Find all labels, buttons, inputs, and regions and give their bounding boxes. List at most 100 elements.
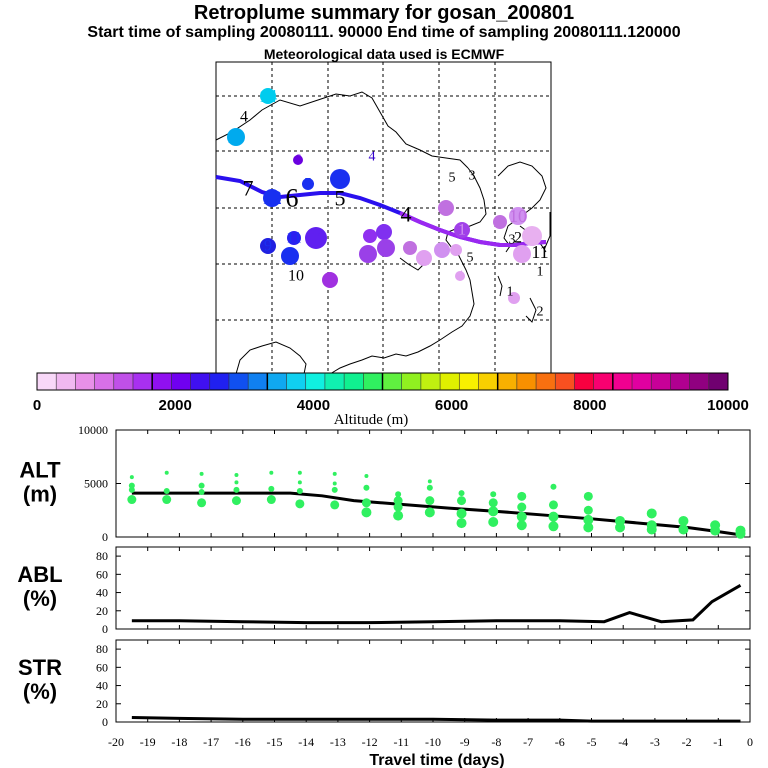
altitude-cluster-point <box>710 520 721 531</box>
colorbar-swatch <box>75 373 96 390</box>
plume-cluster-dot <box>509 207 527 225</box>
altitude-cluster-point <box>488 517 499 528</box>
altitude-cluster-point <box>129 475 134 480</box>
colorbar-swatch <box>363 373 383 390</box>
plume-cluster-dot <box>454 222 470 238</box>
map-day-label: 6 <box>286 184 299 213</box>
x-tick-label: -3 <box>650 735 660 749</box>
plume-cluster-dot <box>359 245 377 263</box>
plume-cluster-dot <box>376 224 392 240</box>
x-tick-label: -16 <box>235 735 251 749</box>
plume-cluster-dot <box>450 244 462 256</box>
colorbar-swatch <box>516 373 537 390</box>
altitude-cluster-point <box>646 508 657 519</box>
colorbar-swatch <box>708 373 729 390</box>
map-day-label: 6 <box>381 225 388 240</box>
altitude-cluster-point <box>332 471 337 476</box>
series-line <box>131 491 741 537</box>
map-day-label: 6 <box>295 153 302 168</box>
colorbar-swatch <box>267 373 288 390</box>
altitude-cluster-point <box>517 502 527 512</box>
altitude-cluster-point <box>162 495 172 505</box>
x-tick-label: -2 <box>682 735 692 749</box>
altitude-cluster-point <box>646 520 657 531</box>
colorbar-swatch <box>440 373 460 390</box>
map-day-label: 9 <box>264 238 272 255</box>
altitude-cluster-point <box>457 496 467 506</box>
altitude-cluster-point <box>128 486 135 493</box>
map-day-label: 3 <box>509 233 516 248</box>
plume-cluster-dot <box>508 292 520 304</box>
plume-cluster-dot <box>513 245 531 263</box>
y-axis-label: ALT <box>19 458 61 483</box>
plume-cluster-dot <box>493 215 507 229</box>
map-day-label: 1 <box>537 265 544 280</box>
series-line <box>131 583 742 625</box>
met-data-source: Meteorological data used is ECMWF <box>263 46 505 62</box>
y-tick-label: 0 <box>102 715 108 729</box>
y-tick-label: 40 <box>96 586 108 600</box>
map-day-label: 6 <box>327 273 334 288</box>
colorbar-swatch <box>228 373 249 390</box>
colorbar-swatch <box>555 373 575 390</box>
colorbar-tick-label: 6000 <box>435 397 468 414</box>
colorbar-swatch <box>94 373 115 390</box>
y-tick-label: 0 <box>102 530 108 544</box>
colorbar-swatch <box>56 373 76 390</box>
y-axis-label: (m) <box>23 482 57 507</box>
map-day-label: 7 <box>312 228 321 248</box>
altitude-cluster-point <box>231 496 241 506</box>
map-day-label: 11 <box>286 230 301 247</box>
altitude-cluster-point <box>269 470 274 475</box>
plume-cluster-dot <box>263 189 281 207</box>
plume-cluster-dot <box>403 241 417 255</box>
colorbar-swatch <box>632 373 652 390</box>
altitude-cluster-point <box>330 500 340 510</box>
map-day-label: 7 <box>421 251 428 266</box>
y-tick-label: 20 <box>96 604 108 618</box>
altitude-cluster-point <box>198 482 205 489</box>
map-day-label: 4 <box>367 229 374 244</box>
colorbar-swatch <box>478 373 499 390</box>
colorbar-swatch <box>190 373 211 390</box>
map-day-label: 5 <box>304 176 312 193</box>
plume-cluster-dot <box>455 271 465 281</box>
sampling-times: Start time of sampling 20080111. 90000 E… <box>87 24 681 41</box>
map-day-label: 9 <box>382 238 391 258</box>
x-tick-label: -15 <box>267 735 283 749</box>
altitude-cluster-point <box>364 474 369 479</box>
x-axis-label: Travel time (days) <box>369 752 504 768</box>
map-day-label: 6 <box>286 246 295 266</box>
map-day-label: 8 <box>406 240 414 257</box>
map-coastlines <box>215 91 551 375</box>
plume-cluster-dot <box>227 128 245 146</box>
altitude-cluster-point <box>678 515 689 526</box>
plume-cluster-dot <box>293 155 303 165</box>
map-day-label: 4 <box>401 202 412 227</box>
altitude-cluster-point <box>517 491 527 501</box>
panel-alt: 0 5000 10000 ALT(m) <box>19 423 751 544</box>
plume-cluster-dot <box>287 231 301 245</box>
altitude-cluster-point <box>583 491 593 501</box>
plume-cluster-dot <box>434 242 450 258</box>
plume-cluster-dot <box>322 272 338 288</box>
altitude-cluster-point <box>297 470 302 475</box>
y-axis-label: STR <box>18 655 62 680</box>
altitude-cluster-point <box>735 525 746 536</box>
x-tick-label: -8 <box>491 735 501 749</box>
plume-cluster-dot <box>305 227 327 249</box>
x-tick-label: 0 <box>747 735 753 749</box>
panel-frame <box>115 639 751 723</box>
altitude-cluster-point <box>393 496 403 506</box>
map-day-label: 2 <box>537 305 544 320</box>
colorbar-swatch <box>651 373 671 390</box>
colorbar-swatch <box>171 373 192 390</box>
map-day-label: 3 <box>496 214 504 231</box>
colorbar-swatch <box>209 373 230 390</box>
colorbar-swatch <box>132 373 153 390</box>
map-day-label: 5 <box>364 244 373 264</box>
panel-frame <box>115 429 751 538</box>
altitude-cluster-point <box>199 471 204 476</box>
